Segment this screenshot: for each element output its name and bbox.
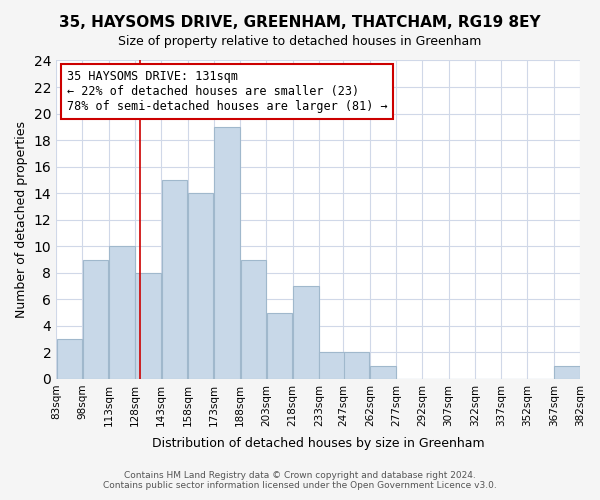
- Bar: [344, 352, 370, 379]
- Bar: [83, 260, 108, 379]
- Bar: [241, 260, 266, 379]
- Text: 35, HAYSOMS DRIVE, GREENHAM, THATCHAM, RG19 8EY: 35, HAYSOMS DRIVE, GREENHAM, THATCHAM, R…: [59, 15, 541, 30]
- Bar: [162, 180, 187, 379]
- Bar: [136, 273, 161, 379]
- Bar: [56, 339, 82, 379]
- Bar: [319, 352, 345, 379]
- Bar: [370, 366, 395, 379]
- Y-axis label: Number of detached properties: Number of detached properties: [15, 121, 28, 318]
- Text: Contains HM Land Registry data © Crown copyright and database right 2024.
Contai: Contains HM Land Registry data © Crown c…: [103, 470, 497, 490]
- Text: 35 HAYSOMS DRIVE: 131sqm
← 22% of detached houses are smaller (23)
78% of semi-d: 35 HAYSOMS DRIVE: 131sqm ← 22% of detach…: [67, 70, 387, 113]
- Bar: [293, 286, 319, 379]
- X-axis label: Distribution of detached houses by size in Greenham: Distribution of detached houses by size …: [152, 437, 484, 450]
- Bar: [188, 193, 214, 379]
- Text: Size of property relative to detached houses in Greenham: Size of property relative to detached ho…: [118, 35, 482, 48]
- Bar: [554, 366, 580, 379]
- Bar: [109, 246, 134, 379]
- Bar: [267, 312, 292, 379]
- Bar: [214, 127, 239, 379]
